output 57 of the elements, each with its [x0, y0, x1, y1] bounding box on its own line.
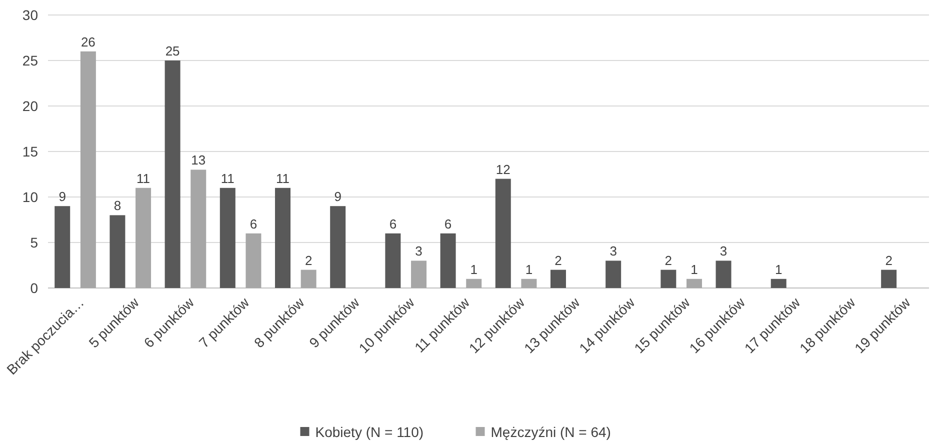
bar: [686, 278, 702, 288]
data-label: 6: [444, 216, 452, 232]
legend-label: Kobiety (N = 110): [315, 424, 424, 440]
data-label: 2: [664, 252, 672, 268]
data-label: 1: [690, 262, 698, 277]
bar: [550, 270, 566, 288]
data-label: 13: [191, 152, 206, 168]
bar: [330, 206, 346, 288]
data-label: 11: [136, 170, 150, 186]
data-label: 25: [165, 44, 180, 58]
bar: [164, 60, 180, 288]
bar: [495, 178, 511, 288]
bar: [440, 233, 456, 288]
data-label: 9: [334, 189, 342, 204]
data-label: 11: [220, 170, 234, 186]
bar: [80, 51, 96, 288]
bar: [466, 278, 482, 288]
data-label: 2: [554, 252, 562, 268]
data-label: 11: [276, 170, 290, 186]
data-label: 1: [470, 262, 478, 277]
bar: [411, 260, 427, 288]
data-label: 8: [114, 198, 122, 214]
data-label: 3: [720, 244, 728, 259]
data-label: 12: [496, 162, 510, 177]
bar: [716, 260, 732, 288]
data-label: 3: [415, 244, 422, 259]
y-tick-label: 30: [22, 6, 38, 23]
data-label: 1: [775, 262, 782, 277]
bar: [136, 188, 152, 288]
data-label: 2: [885, 252, 892, 268]
bar: [246, 233, 262, 288]
y-tick-label: 20: [22, 98, 38, 114]
y-tick-label: 15: [22, 143, 38, 160]
bar: [770, 278, 786, 288]
y-tick-label: 0: [30, 280, 38, 296]
data-label: 1: [525, 262, 533, 277]
bar: [660, 270, 676, 288]
data-label: 9: [58, 189, 66, 204]
bar: [190, 170, 206, 288]
bar: [881, 270, 897, 288]
data-label: 26: [80, 34, 96, 50]
y-tick-label: 10: [22, 188, 38, 205]
bar: [110, 215, 126, 288]
data-label: 2: [304, 252, 312, 268]
bar: [521, 278, 537, 288]
bar: [385, 233, 401, 288]
y-tick-label: 25: [22, 52, 38, 68]
data-label: 6: [389, 216, 397, 232]
data-label: 6: [250, 216, 258, 232]
bar: [220, 188, 236, 288]
bar: [275, 188, 290, 288]
legend-label: Mężczyźni (N = 64): [490, 424, 611, 440]
data-label: 3: [610, 244, 617, 259]
bar: [300, 270, 316, 288]
y-tick-label: 5: [30, 234, 38, 250]
bar: [54, 206, 70, 288]
bar: [606, 260, 622, 288]
